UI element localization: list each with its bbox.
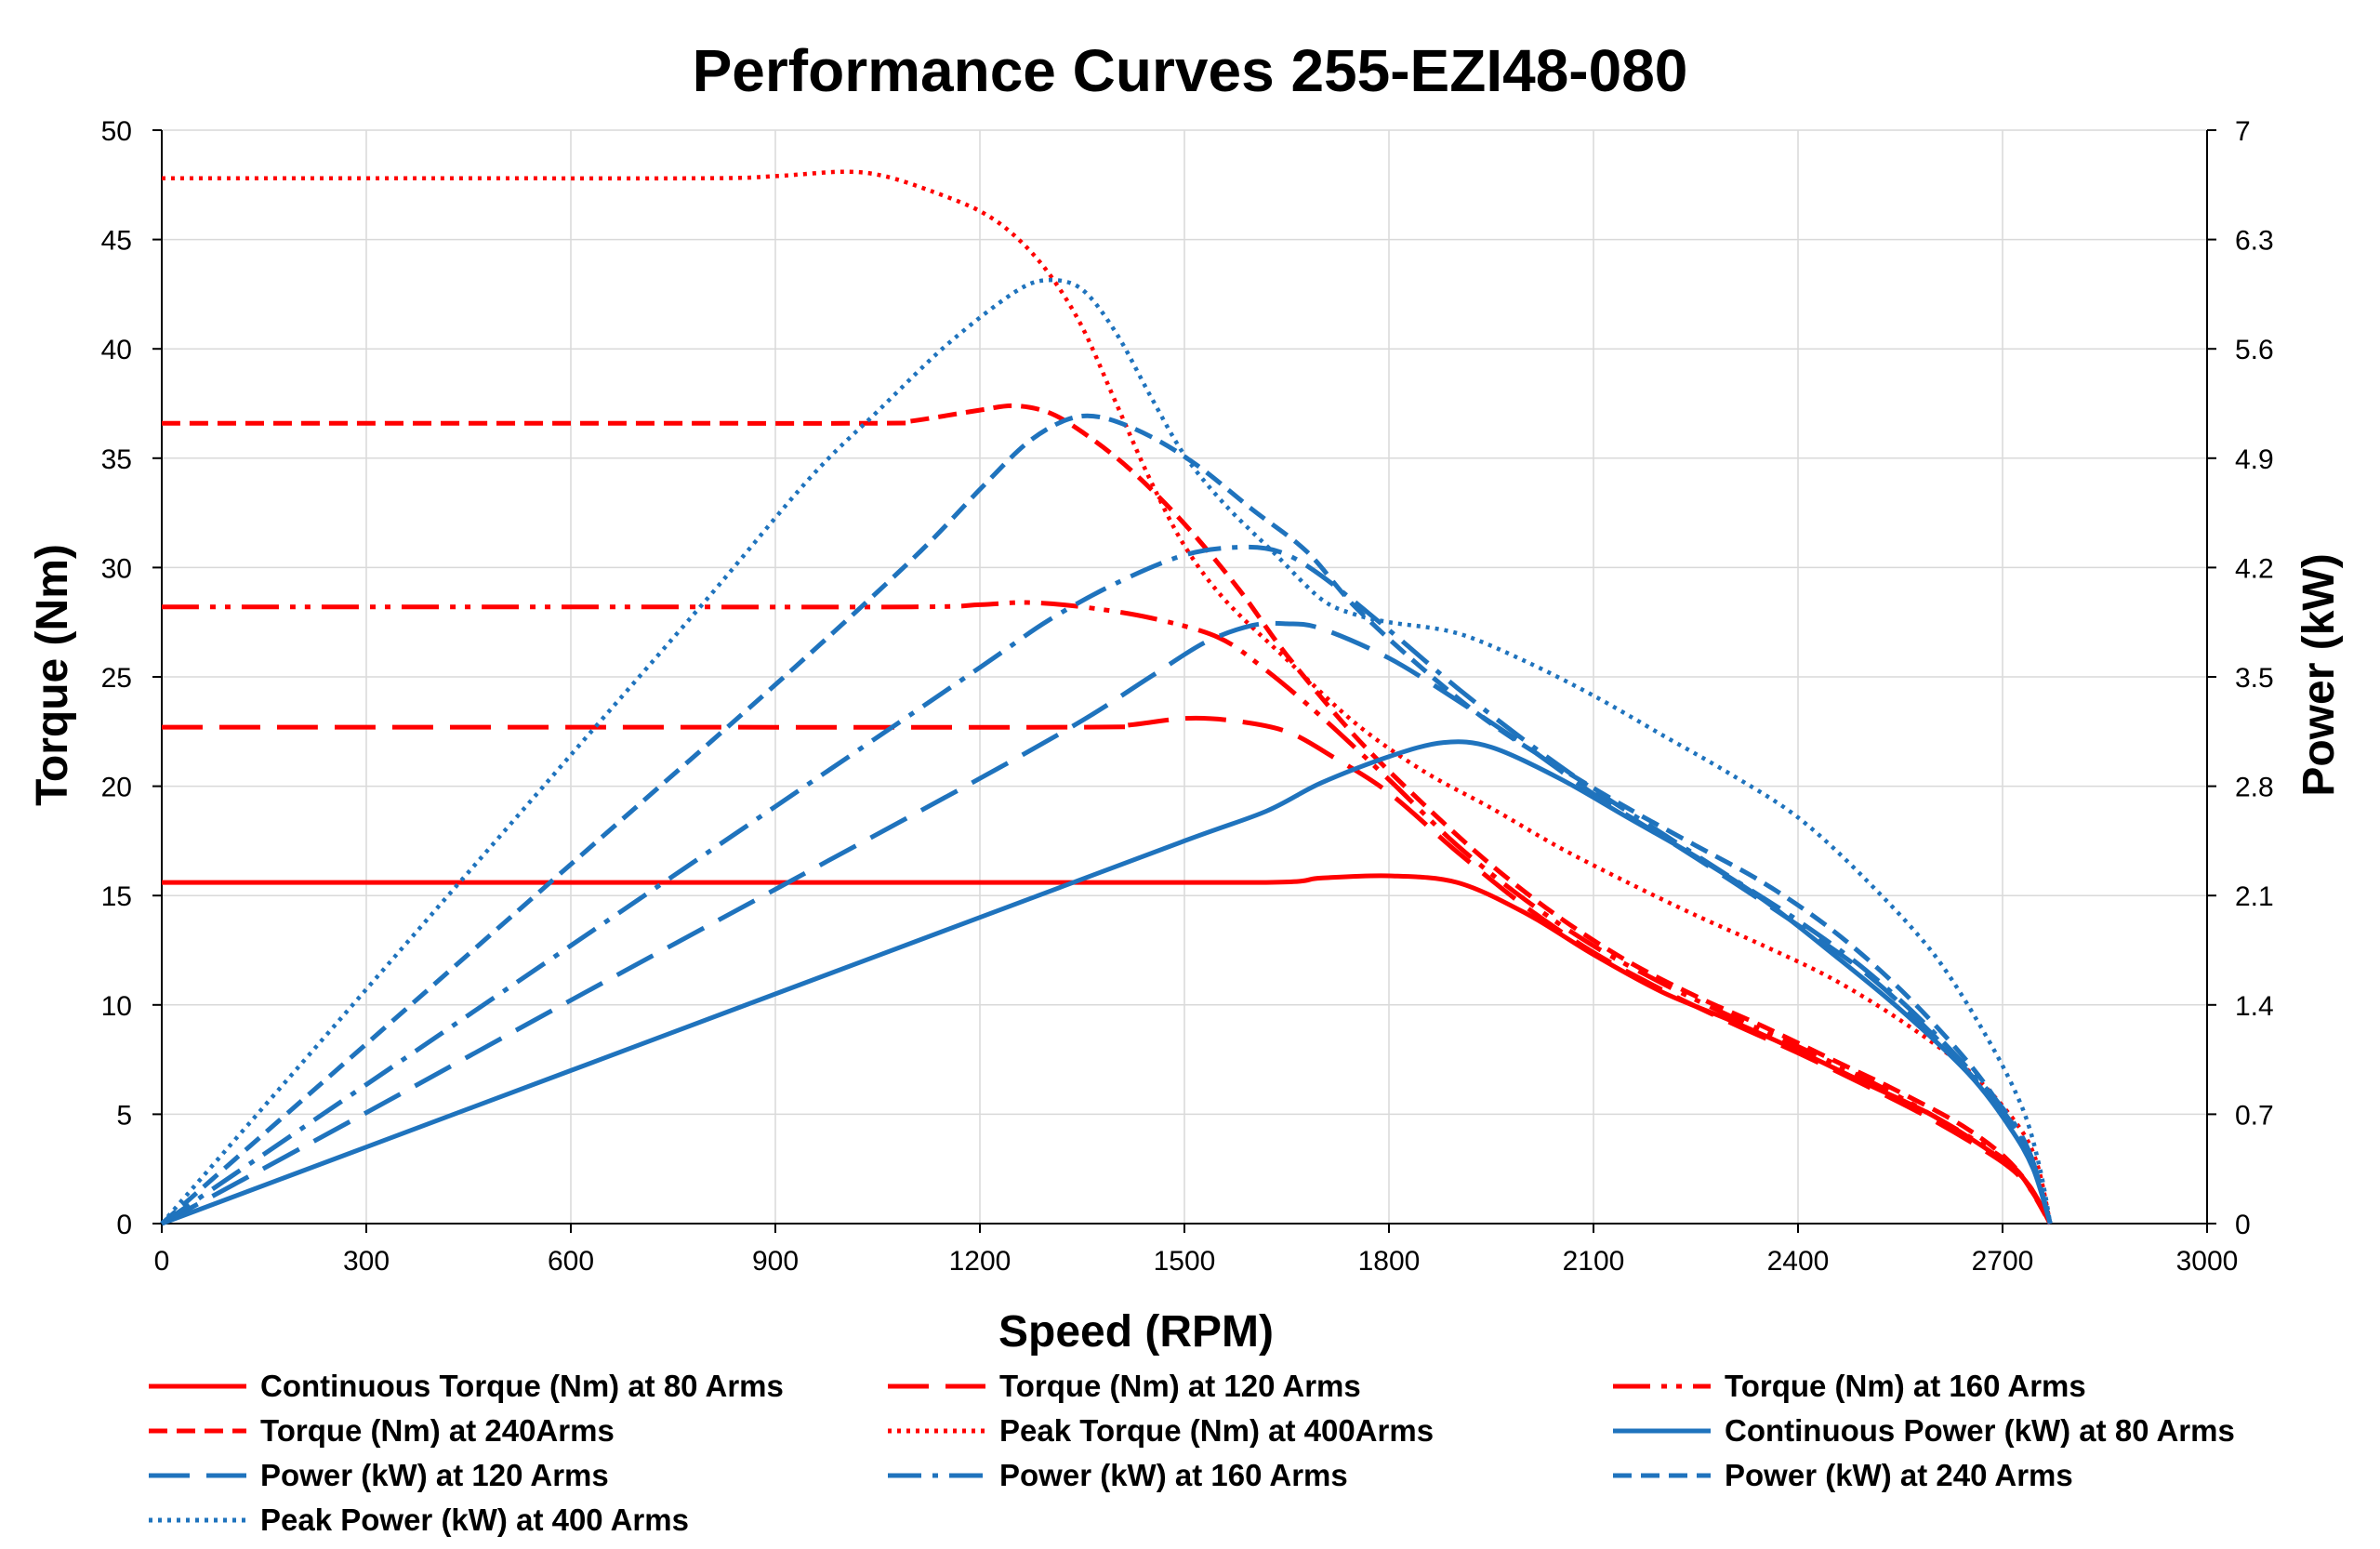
- y-left-tick-label: 5: [116, 1100, 132, 1131]
- y-right-tick-label: 5.6: [2235, 335, 2274, 365]
- y-axis-left-title: Torque (Nm): [28, 544, 77, 806]
- y-axis-right-title: Power (kW): [2294, 553, 2344, 796]
- y-left-tick-label: 0: [116, 1210, 132, 1240]
- x-axis-title: Speed (RPM): [998, 1307, 1274, 1357]
- series-line-10: [160, 277, 2053, 1225]
- y-right-tick-label: 2.8: [2235, 773, 2274, 803]
- legend-label-6: Continuous Power (kW) at 80 Arms: [1725, 1413, 2235, 1448]
- legend-label-5: Peak Torque (Nm) at 400Arms: [999, 1413, 1434, 1448]
- y-right-tick-label: 6.3: [2235, 226, 2274, 257]
- legend-label-9: Power (kW) at 240 Arms: [1725, 1458, 2073, 1492]
- y-right-tick-label: 1.4: [2235, 991, 2274, 1022]
- y-left-tick-label: 45: [101, 226, 132, 257]
- tick-labels: 0 300 600 900 1200 1500 1800 2100 2400 2700 300005…: [101, 116, 2274, 1277]
- axes: [152, 129, 2216, 1233]
- x-tick-label: 3000: [2176, 1246, 2239, 1277]
- y-right-tick-label: 2.1: [2235, 881, 2274, 912]
- x-tick-label: 2400: [1767, 1246, 1830, 1277]
- legend-label-2: Torque (Nm) at 120 Arms: [999, 1369, 1361, 1403]
- x-tick-label: 2100: [1563, 1246, 1625, 1277]
- series-line-3: [162, 600, 2053, 1225]
- y-left-tick-label: 40: [101, 335, 132, 365]
- y-right-tick-label: 0.7: [2235, 1100, 2274, 1131]
- y-left-tick-label: 10: [101, 991, 132, 1022]
- x-tick-label: 600: [548, 1246, 594, 1277]
- y-right-tick-label: 7: [2235, 116, 2251, 147]
- series-line-7: [160, 620, 2053, 1226]
- x-tick-label: 1200: [949, 1246, 1012, 1277]
- x-tick-label: 0: [154, 1246, 170, 1277]
- x-tick-label: 900: [752, 1246, 799, 1277]
- series-line-5: [162, 169, 2053, 1225]
- y-left-tick-label: 35: [101, 444, 132, 475]
- series-line-6: [161, 739, 2053, 1226]
- y-right-tick-label: 4.2: [2235, 553, 2274, 584]
- legend-label-1: Continuous Torque (Nm) at 80 Arms: [260, 1369, 784, 1403]
- y-left-tick-label: 25: [101, 663, 132, 694]
- y-left-tick-label: 20: [101, 773, 132, 803]
- legend: Continuous Torque (Nm) at 80 Arms Torque …: [149, 1369, 2235, 1537]
- series-line-1: [161, 873, 2053, 1225]
- legend-label-10: Peak Power (kW) at 400 Arms: [260, 1503, 689, 1537]
- x-tick-label: 1800: [1358, 1246, 1421, 1277]
- x-tick-label: 300: [343, 1246, 390, 1277]
- series-line-9: [160, 413, 2053, 1225]
- y-left-tick-label: 30: [101, 553, 132, 584]
- x-tick-label: 2700: [1972, 1246, 2034, 1277]
- series-line-2: [162, 715, 2053, 1225]
- y-left-tick-label: 50: [101, 116, 132, 147]
- y-left-tick-label: 15: [101, 881, 132, 912]
- x-tick-label: 1500: [1154, 1246, 1216, 1277]
- legend-label-7: Power (kW) at 120 Arms: [260, 1458, 609, 1492]
- series-lines: [160, 169, 2053, 1226]
- legend-label-3: Torque (Nm) at 160 Arms: [1725, 1369, 2086, 1403]
- legend-label-4: Torque (Nm) at 240Arms: [260, 1413, 615, 1448]
- series-line-8: [160, 544, 2053, 1226]
- y-right-tick-label: 3.5: [2235, 663, 2274, 694]
- legend-label-8: Power (kW) at 160 Arms: [999, 1458, 1348, 1492]
- chart-title: Performance Curves 255-EZI48-080: [693, 37, 1688, 104]
- y-right-tick-label: 4.9: [2235, 444, 2274, 475]
- y-right-tick-label: 0: [2235, 1210, 2251, 1240]
- series-line-4: [162, 403, 2053, 1225]
